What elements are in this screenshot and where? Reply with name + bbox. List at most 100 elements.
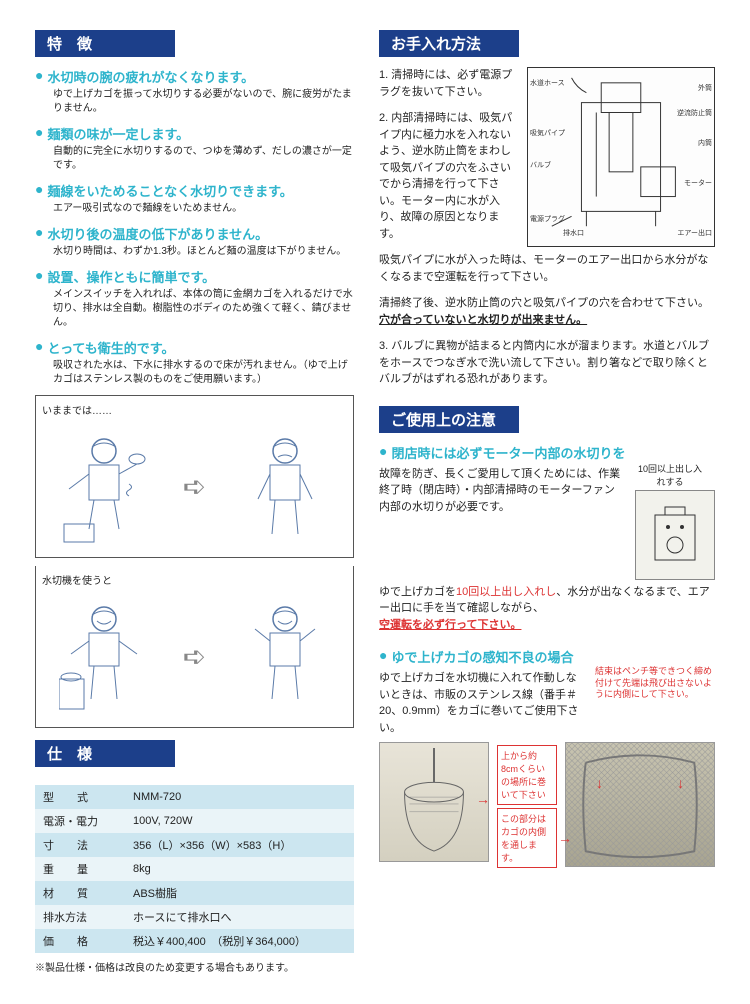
table-row: 電源・電力100V, 720W	[35, 809, 354, 833]
step-num: 3.	[379, 340, 388, 352]
table-row: 型 式NMM-720	[35, 785, 354, 809]
bullet-icon: ●	[35, 224, 43, 240]
machine-diagram: 水道ホース 外筒 逆流防止筒 吸気パイプ 内筒 バルブ モーター 電源プラグ 排…	[527, 67, 715, 247]
arrow-icon: ➪	[183, 640, 206, 673]
dia-label: 逆流防止筒	[677, 108, 712, 118]
arrow-icon: ↓	[596, 775, 603, 791]
red-text: 10回以上出し入れし	[456, 586, 556, 598]
care-step-3: 3. バルブに異物が詰まると内筒内に水が溜まります。水道とバルブをホースでつなぎ…	[379, 338, 715, 388]
machine-icon	[635, 490, 715, 580]
step-text: 内部清掃時には、吸気パイプ内に極力水を入れないよう、逆水防止筒をまわして吸気パイ…	[379, 112, 512, 240]
feature-title: 麺線をいためることなく水切りできます。	[47, 181, 292, 200]
care-step-2: 2. 内部清掃時には、吸気パイプ内に極力水を入れないよう、逆水防止筒をまわして吸…	[379, 110, 519, 242]
illustration-after: 水切機を使うと ➪	[35, 566, 354, 728]
feature-item: ●とっても衛生的です。 吸収された水は、下水に排水するので床が汚れません。（ゆで…	[35, 338, 354, 387]
bullet-icon: ●	[379, 443, 387, 459]
feature-item: ●麺線をいためることなく水切りできます。 エアー吸引式なので麺線をいためません。	[35, 181, 354, 216]
arrow-icon: ↓	[677, 775, 684, 791]
spec-label: 排水方法	[35, 905, 125, 929]
table-row: 排水方法ホースにて排水口へ	[35, 905, 354, 929]
feature-item: ●麺類の味が一定します。 自動的に完全に水切りするので、つゆを薄めず、だしの濃さ…	[35, 124, 354, 173]
callout-box: 上から約8cmくらいの場所に巻いて下さい	[497, 745, 557, 805]
bullet-icon: ●	[35, 338, 43, 354]
dia-label: エアー出口	[677, 228, 712, 238]
arrow-icon: ➪	[183, 470, 206, 503]
features-header: 特 徴	[35, 30, 175, 57]
specs-header: 仕 様	[35, 740, 175, 767]
spec-value: ABS樹脂	[125, 881, 354, 905]
caution-block-2: ●ゆで上げカゴの感知不良の場合 ゆで上げカゴを水切機に入れて作動しないときは、市…	[379, 647, 715, 871]
spec-label: 電源・電力	[35, 809, 125, 833]
feature-desc: メインスイッチを入れれば、本体の筒に金網カゴを入れるだけで水切り、排水は全自動。…	[53, 288, 354, 330]
caution-header: ご使用上の注意	[379, 406, 519, 433]
mesh-photo: ↓ ↓ →	[565, 742, 715, 867]
care-paragraph: 清掃終了後、逆水防止筒の穴と吸気パイプの穴を合わせて下さい。穴が合っていないと水…	[379, 295, 715, 328]
spec-label: 重 量	[35, 857, 125, 881]
table-row: 重 量8kg	[35, 857, 354, 881]
spec-value: 100V, 720W	[125, 809, 354, 833]
figure-sad-cook	[240, 429, 330, 544]
bullet-icon: ●	[379, 647, 387, 663]
step-text: バルブに異物が詰まると内筒内に水が溜まります。水道とバルブをホースでつなぎ水で洗…	[379, 340, 709, 385]
illustration-before: いままでは…… ➪	[35, 395, 354, 558]
dia-label: 水道ホース	[530, 78, 565, 88]
arrow-icon: →	[476, 791, 490, 807]
feature-desc: ゆで上げカゴを振って水切りする必要がないので、腕に疲労がたまりません。	[53, 88, 354, 116]
feature-title: 水切り後の温度の低下がありません。	[47, 224, 268, 243]
caution-title: ゆで上げカゴの感知不良の場合	[391, 647, 573, 666]
bullet-icon: ●	[35, 181, 43, 197]
img-caption: 10回以上出し入れする	[635, 462, 705, 488]
table-row: 価 格税込￥400,400 （税別￥364,000）	[35, 929, 354, 953]
red-note: 結束はペンチ等できつく締め付けて先端は飛び出さないように内側にして下さい。	[595, 666, 715, 736]
spec-label: 価 格	[35, 929, 125, 953]
basket-photo: →	[379, 742, 489, 862]
spec-note: ※製品仕様・価格は改良のため変更する場合もあります。	[35, 959, 354, 974]
dia-label: 吸気パイプ	[530, 128, 565, 138]
care-step-1: 1. 清掃時には、必ず電源プラグを抜いて下さい。	[379, 67, 519, 100]
callout-box: この部分はカゴの内側を通します。	[497, 808, 557, 868]
step-num: 2.	[379, 112, 388, 124]
illus-label: 水切機を使うと	[42, 572, 347, 587]
dia-label: バルブ	[530, 160, 551, 170]
figure-smiling-cook	[240, 599, 330, 714]
step-text: 清掃時には、必ず電源プラグを抜いて下さい。	[379, 69, 512, 98]
feature-desc: 吸収された水は、下水に排水するので床が汚れません。（ゆで上げカゴはステンレス製の…	[53, 359, 354, 387]
figure-tired-cook	[59, 429, 149, 544]
spec-value: 税込￥400,400 （税別￥364,000）	[125, 929, 354, 953]
feature-title: 設置、操作ともに簡単です。	[47, 267, 215, 286]
bullet-icon: ●	[35, 267, 43, 283]
caution-body: ゆで上げカゴを水切機に入れて作動しないときは、市販のステンレス線（番手＃20、0…	[379, 670, 585, 736]
bullet-icon: ●	[35, 67, 43, 83]
dia-label: 電源プラグ	[530, 214, 565, 224]
dia-label: モーター	[684, 178, 712, 188]
spec-label: 型 式	[35, 785, 125, 809]
spec-table: 型 式NMM-720 電源・電力100V, 720W 寸 法356（L）×356…	[35, 785, 354, 953]
spec-value: ホースにて排水口へ	[125, 905, 354, 929]
figure-happy-cook	[59, 599, 149, 714]
dia-label: 排水口	[563, 228, 584, 238]
feature-item: ●水切り後の温度の低下がありません。 水切り時間は、わずか1.3秒。ほとんど麺の…	[35, 224, 354, 259]
care-paragraph: 吸気パイプに水が入った時は、モーターのエアー出口から水分がなくなるまで空運転を行…	[379, 252, 715, 285]
spec-value: 8kg	[125, 857, 354, 881]
feature-title: 麺類の味が一定します。	[47, 124, 189, 143]
feature-item: ●水切時の腕の疲れがなくなります。 ゆで上げカゴを振って水切りする必要がないので…	[35, 67, 354, 116]
feature-desc: エアー吸引式なので麺線をいためません。	[53, 202, 354, 216]
step-num: 1.	[379, 69, 388, 81]
care-header: お手入れ方法	[379, 30, 519, 57]
spec-value: NMM-720	[125, 785, 354, 809]
dia-label: 外筒	[698, 83, 712, 93]
table-row: 寸 法356（L）×356（W）×583（H）	[35, 833, 354, 857]
spec-label: 材 質	[35, 881, 125, 905]
spec-value: 356（L）×356（W）×583（H）	[125, 833, 354, 857]
red-underline: 空運転を必ず行って下さい。	[379, 619, 521, 631]
table-row: 材 質ABS樹脂	[35, 881, 354, 905]
bullet-icon: ●	[35, 124, 43, 140]
feature-title: とっても衛生的です。	[47, 338, 174, 357]
feature-title: 水切時の腕の疲れがなくなります。	[47, 67, 254, 86]
arrow-icon: →	[558, 830, 572, 846]
caution-body: ゆで上げカゴを10回以上出し入れし、水分が出なくなるまで、エアー出口に手を当て確…	[379, 584, 715, 634]
underline-text: 穴が合っていないと水切りが出来ません。	[379, 314, 587, 326]
feature-desc: 自動的に完全に水切りするので、つゆを薄めず、だしの濃さが一定です。	[53, 145, 354, 173]
feature-desc: 水切り時間は、わずか1.3秒。ほとんど麺の温度は下がりません。	[53, 245, 354, 259]
feature-item: ●設置、操作ともに簡単です。 メインスイッチを入れれば、本体の筒に金網カゴを入れ…	[35, 267, 354, 330]
